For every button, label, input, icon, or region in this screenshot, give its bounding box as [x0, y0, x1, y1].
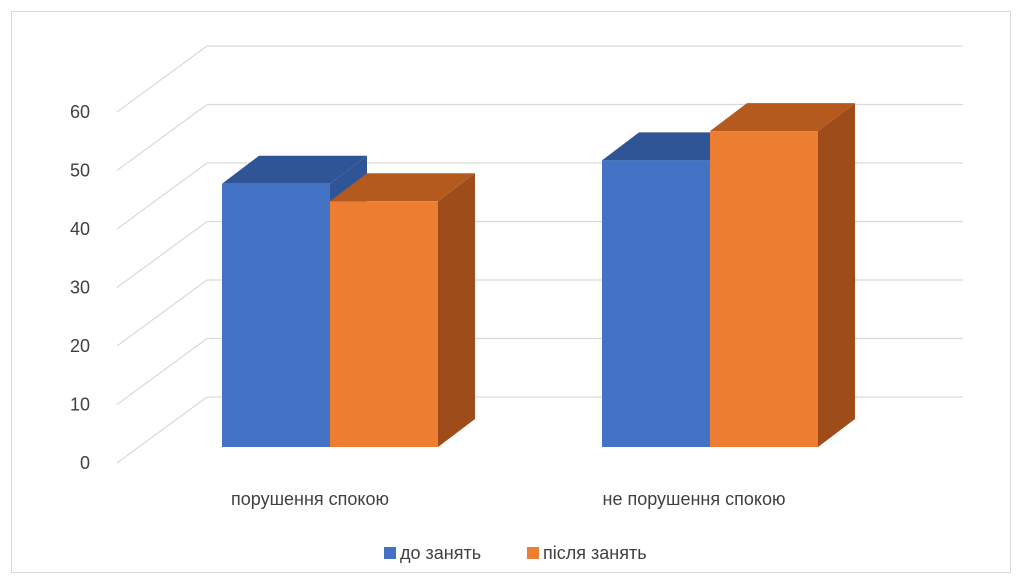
bar-front-face: [602, 160, 710, 447]
legend-item: до занять: [384, 543, 481, 563]
y-tick-label: 30: [70, 278, 90, 298]
legend-swatch: [384, 547, 396, 559]
y-tick-label: 20: [70, 336, 90, 356]
y-tick-label: 60: [70, 102, 90, 122]
y-tick-label: 10: [70, 395, 90, 415]
gridline-diagonal: [116, 45, 208, 113]
gridline-diagonal: [116, 338, 208, 405]
bar-side-face: [438, 173, 475, 448]
bar: [222, 155, 367, 447]
legend-label: до занять: [400, 543, 481, 563]
bar-top-face: [330, 173, 475, 202]
legend: до занять після занять: [384, 543, 647, 563]
legend-label: після занять: [543, 543, 647, 563]
bar: [710, 103, 855, 447]
bar: [330, 173, 475, 448]
bar-front-face: [222, 183, 330, 447]
gridline-diagonal: [116, 104, 208, 171]
x-axis-categories: порушення спокою не порушення спокою: [231, 489, 785, 509]
bar-top-face: [222, 155, 367, 184]
y-axis-ticks: 0 10 20 30 40 50 60: [70, 102, 90, 473]
legend-item: після занять: [527, 543, 647, 563]
bar-front-face: [710, 131, 818, 447]
bars: [222, 103, 855, 448]
y-tick-label: 0: [80, 453, 90, 473]
gridline-diagonal: [116, 221, 208, 288]
x-category-label: порушення спокою: [231, 489, 389, 509]
gridline-diagonal: [116, 396, 208, 464]
bar-side-face: [818, 103, 855, 447]
x-category-label: не порушення спокою: [603, 489, 786, 509]
gridline-diagonal: [116, 162, 208, 230]
y-tick-label: 50: [70, 161, 90, 181]
bar-top-face: [710, 103, 855, 132]
y-tick-label: 40: [70, 219, 90, 239]
gridline-diagonal: [116, 279, 208, 347]
bar-front-face: [330, 201, 438, 447]
legend-swatch: [527, 547, 539, 559]
